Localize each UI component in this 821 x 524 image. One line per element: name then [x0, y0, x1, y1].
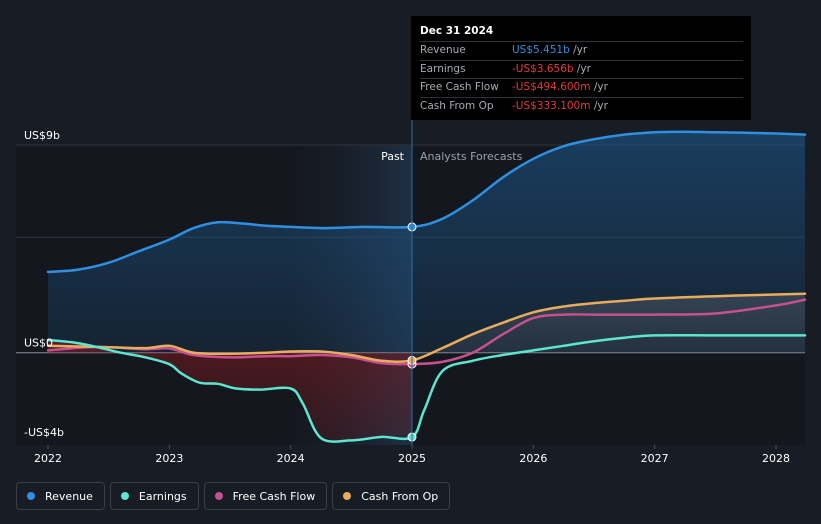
- x-tick-label: 2026: [519, 452, 547, 465]
- tooltip-value: US$5.451b /yr: [512, 42, 587, 60]
- chart-legend: Revenue Earnings Free Cash Flow Cash Fro…: [16, 482, 451, 510]
- legend-item-earnings[interactable]: Earnings: [109, 482, 199, 510]
- y-axis-label: -US$4b: [24, 426, 64, 439]
- legend-label: Earnings: [138, 489, 187, 503]
- tooltip-number: -US$494.600m: [512, 81, 591, 93]
- forecast-label: Analysts Forecasts: [420, 150, 523, 163]
- tooltip-date: Dec 31 2024: [420, 25, 494, 37]
- x-tick-label: 2025: [398, 452, 426, 465]
- tooltip-number: US$5.451b: [512, 44, 570, 56]
- legend-item-cash-from-op[interactable]: Cash From Op: [332, 482, 451, 510]
- tooltip-label: Free Cash Flow: [420, 81, 499, 93]
- x-tick-label: 2027: [641, 452, 669, 465]
- tooltip-row-revenue: Revenue US$5.451b /yr: [420, 41, 743, 60]
- legend-dot-icon: [343, 492, 352, 500]
- past-label: Past: [381, 150, 405, 163]
- tooltip-label: Earnings: [420, 62, 466, 75]
- tooltip-label: Revenue: [420, 44, 466, 56]
- x-tick-label: 2022: [34, 452, 62, 465]
- cash-from-op-area: [412, 293, 805, 361]
- tooltip-unit: /yr: [576, 62, 591, 75]
- tooltip-number: -US$3.656b: [512, 62, 574, 75]
- legend-item-revenue[interactable]: Revenue: [16, 482, 105, 510]
- legend-dot-icon: [120, 492, 129, 500]
- data-tooltip: Dec 31 2024 Revenue US$5.451b /yr Earnin…: [411, 16, 751, 120]
- tooltip-unit: /yr: [593, 81, 608, 93]
- tooltip-unit: /yr: [573, 44, 588, 56]
- legend-label: Revenue: [45, 489, 93, 503]
- tooltip-label: Cash From Op: [420, 99, 494, 112]
- free-cash-flow-line: [46, 298, 807, 366]
- x-tick-label: 2023: [155, 452, 183, 465]
- tooltip-number: -US$333.100m: [512, 99, 591, 112]
- earnings-area: [48, 340, 412, 442]
- tooltip-row-free-cash-flow: Free Cash Flow -US$494.600m /yr: [420, 78, 743, 97]
- legend-dot-icon: [214, 492, 223, 500]
- tooltip-value: -US$494.600m /yr: [512, 79, 608, 97]
- tooltip-unit: /yr: [593, 99, 608, 112]
- tooltip-row-earnings: Earnings -US$3.656b /yr: [420, 59, 743, 79]
- tooltip-value: -US$3.656b /yr: [512, 61, 591, 79]
- revenue-area: [48, 131, 805, 353]
- y-axis-label: US$0: [24, 337, 53, 350]
- earnings-line: [46, 333, 807, 443]
- tooltip-row-cash-from-op: Cash From Op -US$333.100m /yr: [420, 96, 743, 116]
- legend-dot-icon: [27, 492, 35, 500]
- x-tick-label: 2024: [277, 452, 305, 465]
- tooltip-value: -US$333.100m /yr: [512, 98, 608, 116]
- x-tick-label: 2028: [762, 452, 790, 465]
- y-axis-label: US$9b: [24, 129, 60, 142]
- legend-label: Free Cash Flow: [232, 489, 316, 503]
- legend-label: Cash From Op: [361, 489, 439, 503]
- revenue-line: [46, 130, 807, 274]
- legend-item-free-cash-flow[interactable]: Free Cash Flow: [203, 482, 328, 510]
